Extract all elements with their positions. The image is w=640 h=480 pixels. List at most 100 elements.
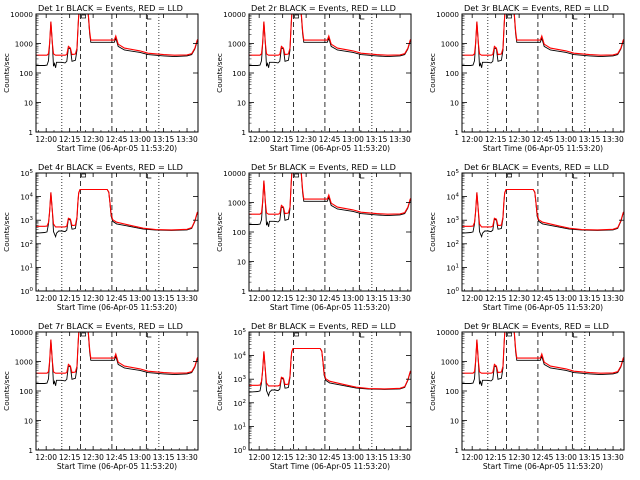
y-tick-label: 100 [446,287,459,296]
y-tick-label: 1 [241,128,246,137]
y-tick-label: 10000 [223,10,246,19]
y-tick-label: 100 [20,287,33,296]
y-tick-label: 100 [233,446,246,455]
window-end-marker [572,333,578,338]
y-tick-label: 105 [233,328,246,337]
plot-frame [461,13,625,133]
y-tick-label: 100 [232,69,246,78]
x-tick-label: 13:15 [366,135,388,144]
panel-title: Det 8r BLACK = Events, RED = LLD [251,321,396,331]
x-tick-label: 12:00 [248,135,270,144]
plot-frame [35,172,199,292]
x-tick-label: 12:30 [295,294,317,303]
x-tick-label: 12:30 [508,453,530,462]
panel-title: Det 3r BLACK = Events, RED = LLD [464,3,609,13]
x-tick-label: 12:45 [106,135,128,144]
x-tick-label: 12:45 [532,453,554,462]
panel-det-6r: Det 6r BLACK = Events, RED = LLD 12:00 12:… [428,162,625,312]
y-tick-label: 10 [24,417,34,426]
panel-title: Det 5r BLACK = Events, RED = LLD [251,162,396,172]
plot-frame [248,172,412,292]
y-tick-label: 102 [233,399,246,408]
x-tick-label: 12:45 [319,135,341,144]
window-start-marker [294,332,299,337]
x-tick-label: 12:30 [295,135,317,144]
y-tick-label: 1000 [441,358,460,367]
x-tick-label: 12:45 [106,453,128,462]
y-axis-label: Counts/sec [2,371,11,411]
y-tick-label: 101 [446,263,459,272]
y-tick-label: 105 [20,169,33,178]
y-tick-label: 1 [241,287,246,296]
x-tick-label: 12:15 [485,294,507,303]
window-start-marker [507,173,512,178]
y-tick-label: 1 [28,446,33,455]
y-tick-label: 100 [19,69,33,78]
x-tick-label: 13:15 [579,453,601,462]
y-tick-label: 101 [233,422,246,431]
x-tick-label: 12:15 [59,453,81,462]
y-axis-label: Counts/sec [428,53,437,93]
x-tick-label: 13:30 [389,453,411,462]
window-start-marker [81,14,86,19]
x-axis-label: Start Time (06-Apr-05 11:53:20) [270,462,390,471]
series-line-lld [462,188,624,231]
window-end-marker [146,174,152,179]
x-tick-label: 13:30 [389,294,411,303]
x-tick-label: 12:45 [319,453,341,462]
x-tick-label: 12:15 [272,135,294,144]
x-tick-label: 12:00 [248,453,270,462]
plot-frame [35,331,199,451]
x-axis-label: Start Time (06-Apr-05 11:53:20) [483,144,603,153]
x-tick-label: 13:00 [342,294,364,303]
panel-title: Det 1r BLACK = Events, RED = LLD [38,3,183,13]
x-tick-label: 13:15 [366,453,388,462]
y-tick-label: 103 [20,216,33,225]
x-axis-label: Start Time (06-Apr-05 11:53:20) [483,303,603,312]
y-tick-label: 100 [19,387,33,396]
x-tick-label: 13:15 [153,294,175,303]
x-tick-label: 13:00 [555,135,577,144]
x-tick-label: 12:45 [106,294,128,303]
y-tick-label: 10000 [436,10,459,19]
x-tick-label: 13:30 [602,453,624,462]
x-tick-label: 13:15 [153,135,175,144]
series-line-lld [36,14,198,56]
window-start-marker [507,14,512,19]
x-tick-label: 12:00 [248,294,270,303]
x-tick-label: 13:00 [342,453,364,462]
y-axis-label: Counts/sec [215,53,224,93]
x-tick-label: 12:15 [485,453,507,462]
y-tick-label: 100 [445,387,459,396]
x-tick-label: 12:00 [35,294,57,303]
window-end-marker [572,15,578,20]
plot-frame [461,331,625,451]
y-tick-label: 101 [20,263,33,272]
x-tick-label: 12:00 [461,135,483,144]
y-tick-label: 1000 [441,40,460,49]
x-tick-label: 12:30 [82,135,104,144]
y-axis-label: Counts/sec [2,212,11,252]
x-tick-label: 13:30 [602,135,624,144]
x-tick-label: 13:00 [555,453,577,462]
plot-frame [461,172,625,292]
panel-title: Det 6r BLACK = Events, RED = LLD [464,162,609,172]
x-tick-label: 12:30 [508,135,530,144]
y-tick-label: 10 [237,258,247,267]
plot-frame [248,13,412,133]
panel-title: Det 9r BLACK = Events, RED = LLD [464,321,609,331]
x-tick-label: 13:00 [129,135,151,144]
x-tick-label: 13:30 [389,135,411,144]
x-tick-label: 12:45 [319,294,341,303]
y-tick-label: 10000 [10,328,33,337]
x-tick-label: 13:00 [342,135,364,144]
x-tick-label: 13:00 [555,294,577,303]
x-tick-label: 12:15 [272,453,294,462]
x-tick-label: 13:15 [153,453,175,462]
x-tick-label: 12:00 [461,294,483,303]
series-line-lld [36,332,198,374]
x-axis-label: Start Time (06-Apr-05 11:53:20) [483,462,603,471]
